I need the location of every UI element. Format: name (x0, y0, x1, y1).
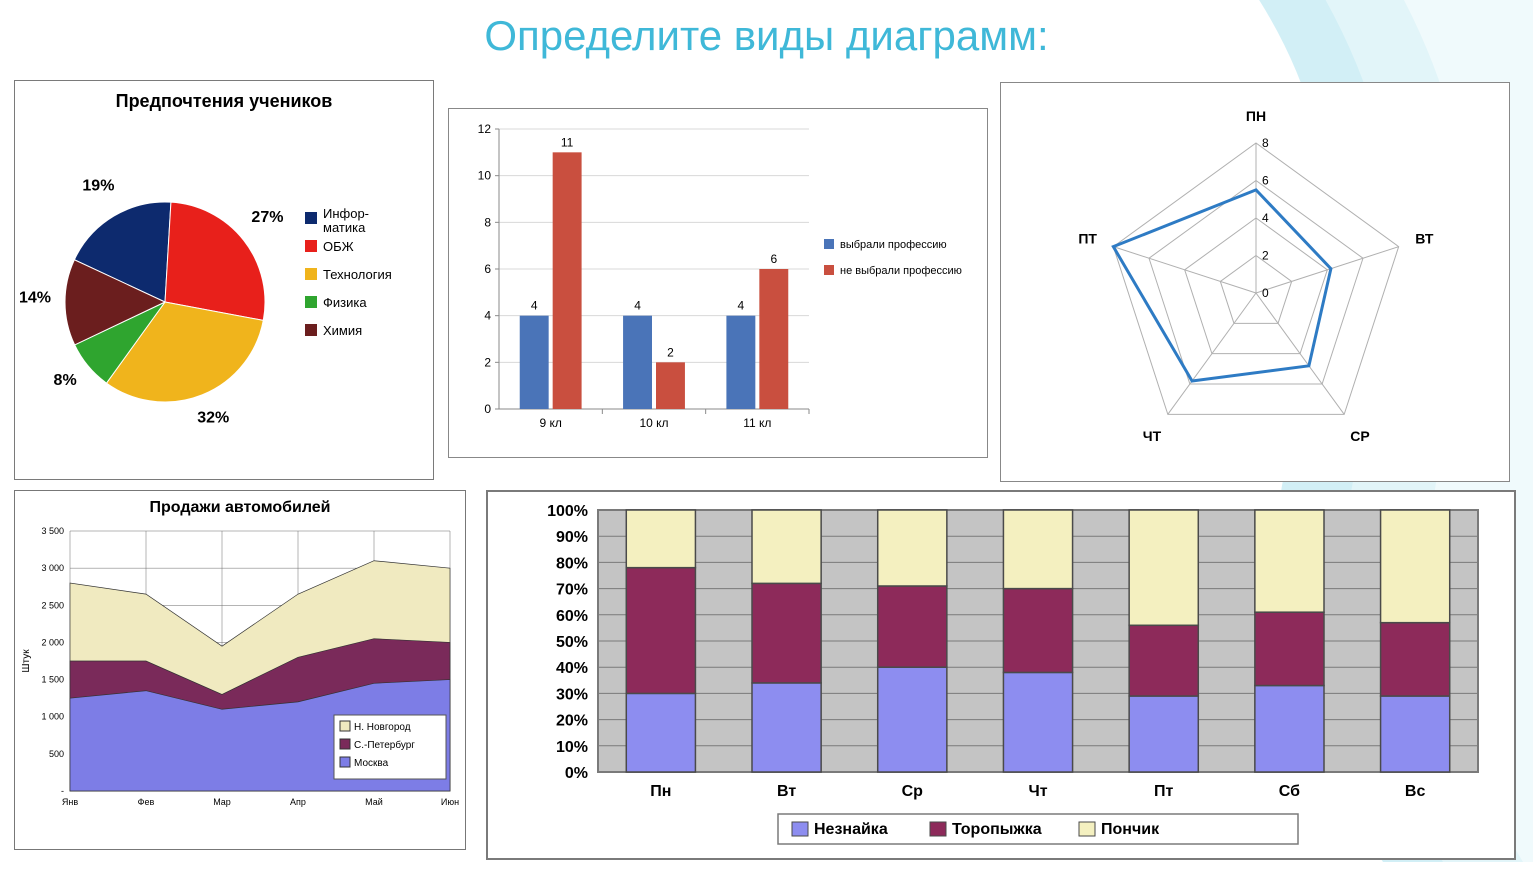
svg-text:9 кл: 9 кл (539, 416, 561, 430)
svg-text:27%: 27% (251, 209, 283, 226)
svg-text:Пт: Пт (1154, 783, 1174, 800)
svg-text:выбрали профессию: выбрали профессию (840, 239, 947, 251)
stacked-chart: 0% 10% 20% 30% 40% 50% 60% 70% 80% 90% 100% Пн Вт Ср Ч… (486, 490, 1516, 860)
svg-text:Янв: Янв (62, 797, 78, 807)
bar-chart: 0 2 4 6 8 10 12 4 11 9 кл 4 2 10 кл 4 6 11 кл выбрали пр… (448, 108, 988, 458)
svg-text:0: 0 (484, 402, 491, 416)
svg-text:ЧТ: ЧТ (1143, 428, 1162, 444)
svg-text:4: 4 (738, 299, 745, 313)
svg-text:матика: матика (323, 220, 366, 235)
svg-text:Ср: Ср (902, 783, 924, 800)
svg-text:ПТ: ПТ (1078, 230, 1097, 246)
svg-text:6: 6 (1262, 174, 1269, 188)
svg-text:Москва: Москва (354, 758, 389, 769)
svg-text:Мар: Мар (213, 797, 231, 807)
svg-text:8: 8 (1262, 136, 1269, 150)
svg-text:Чт: Чт (1028, 783, 1047, 800)
svg-text:2 000: 2 000 (41, 637, 64, 647)
svg-text:10 кл: 10 кл (639, 416, 668, 430)
svg-text:Пончик: Пончик (1101, 821, 1160, 838)
svg-text:10: 10 (478, 169, 492, 183)
svg-text:4: 4 (484, 309, 491, 323)
svg-text:-: - (61, 786, 64, 796)
svg-text:11: 11 (561, 135, 574, 149)
svg-text:70%: 70% (556, 582, 588, 599)
area-title: Продажи автомобилей (15, 499, 465, 517)
svg-text:100%: 100% (547, 503, 588, 520)
area-chart: Продажи автомобилей - 500 1 000 1 500 2 000 2… (14, 490, 466, 850)
page-title: Определите виды диаграмм: (0, 12, 1533, 60)
svg-text:4: 4 (1262, 211, 1269, 225)
svg-text:Фев: Фев (138, 797, 155, 807)
svg-text:не выбрали профессию: не выбрали профессию (840, 265, 962, 277)
svg-text:32%: 32% (197, 410, 229, 427)
svg-text:2: 2 (484, 355, 491, 369)
svg-text:19%: 19% (82, 177, 114, 194)
svg-text:6: 6 (484, 262, 491, 276)
svg-text:10%: 10% (556, 739, 588, 756)
svg-text:80%: 80% (556, 555, 588, 572)
svg-text:Апр: Апр (290, 797, 306, 807)
svg-text:2: 2 (667, 345, 674, 359)
svg-text:6: 6 (770, 252, 777, 266)
svg-text:20%: 20% (556, 713, 588, 730)
svg-text:1 500: 1 500 (41, 675, 64, 685)
svg-text:8: 8 (484, 215, 491, 229)
svg-text:90%: 90% (556, 529, 588, 546)
svg-text:11 кл: 11 кл (743, 416, 771, 430)
svg-text:ПН: ПН (1246, 108, 1266, 124)
svg-text:1 000: 1 000 (41, 712, 64, 722)
svg-text:Химия: Химия (323, 323, 362, 338)
svg-text:СР: СР (1350, 428, 1369, 444)
svg-text:Май: Май (365, 797, 383, 807)
svg-text:Физика: Физика (323, 295, 367, 310)
svg-text:40%: 40% (556, 660, 588, 677)
svg-text:Инфор-: Инфор- (323, 206, 369, 221)
svg-text:Незнайка: Незнайка (814, 821, 888, 838)
svg-text:Н. Новгород: Н. Новгород (354, 722, 411, 733)
svg-text:Вт: Вт (777, 783, 796, 800)
svg-text:Пн: Пн (650, 783, 671, 800)
svg-text:8%: 8% (54, 372, 77, 389)
svg-text:ВТ: ВТ (1415, 230, 1434, 246)
svg-text:4: 4 (531, 299, 538, 313)
svg-text:12: 12 (478, 122, 492, 136)
svg-text:0: 0 (1262, 286, 1269, 300)
svg-text:60%: 60% (556, 608, 588, 625)
svg-text:3 000: 3 000 (41, 563, 64, 573)
svg-text:С.-Петербург: С.-Петербург (354, 739, 415, 751)
svg-text:Торопыжка: Торопыжка (952, 821, 1042, 838)
svg-text:14%: 14% (19, 289, 51, 306)
svg-text:Технология: Технология (323, 267, 392, 282)
svg-text:4: 4 (634, 299, 641, 313)
svg-text:3 500: 3 500 (41, 526, 64, 536)
svg-text:Сб: Сб (1279, 783, 1300, 800)
svg-text:50%: 50% (556, 634, 588, 651)
pie-title: Предпочтения учеников (15, 91, 433, 112)
svg-text:2: 2 (1262, 249, 1269, 263)
svg-text:ОБЖ: ОБЖ (323, 239, 354, 254)
svg-text:500: 500 (49, 749, 64, 759)
svg-text:Июн: Июн (441, 797, 459, 807)
svg-text:2 500: 2 500 (41, 600, 64, 610)
svg-text:0%: 0% (565, 765, 588, 782)
svg-text:Штук: Штук (21, 649, 32, 673)
radar-chart: 0 2 4 6 8 ПН ВТ СР ЧТ ПТ (1000, 82, 1510, 482)
svg-text:30%: 30% (556, 686, 588, 703)
pie-chart: Предпочтения учеников 19% 27% 32% 8% 14% Инфо… (14, 80, 434, 480)
svg-text:Вс: Вс (1405, 783, 1426, 800)
